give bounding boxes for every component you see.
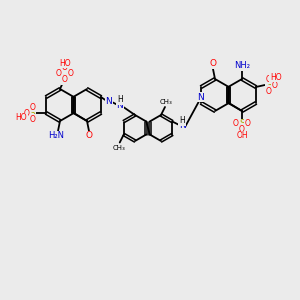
Text: O: O	[62, 64, 68, 73]
Text: S: S	[239, 119, 245, 128]
Text: O: O	[272, 80, 278, 89]
Text: H₂N: H₂N	[48, 131, 64, 140]
Text: O: O	[68, 70, 74, 79]
Text: O: O	[56, 70, 62, 79]
Text: O: O	[29, 103, 35, 112]
Text: S: S	[62, 70, 68, 79]
Text: HO: HO	[15, 113, 27, 122]
Text: O: O	[29, 115, 35, 124]
Text: N: N	[106, 97, 112, 106]
Text: CH₃: CH₃	[112, 145, 125, 151]
Text: N: N	[179, 121, 186, 130]
Text: H: H	[179, 116, 185, 125]
Text: O: O	[62, 76, 68, 85]
Text: S: S	[266, 80, 272, 89]
Text: O: O	[266, 86, 272, 95]
Text: O: O	[85, 131, 92, 140]
Text: O: O	[23, 109, 29, 118]
Text: OH: OH	[236, 131, 248, 140]
Text: CH₃: CH₃	[160, 99, 172, 105]
Text: O: O	[233, 119, 239, 128]
Text: NH₂: NH₂	[234, 61, 250, 70]
Text: HO: HO	[59, 58, 71, 68]
Text: HO: HO	[270, 73, 282, 82]
Text: S: S	[29, 109, 35, 118]
Text: O: O	[209, 59, 217, 68]
Text: O: O	[266, 74, 272, 83]
Text: N: N	[116, 100, 123, 109]
Text: H: H	[117, 95, 123, 104]
Text: N: N	[197, 92, 203, 101]
Text: O: O	[239, 125, 245, 134]
Text: O: O	[245, 119, 251, 128]
